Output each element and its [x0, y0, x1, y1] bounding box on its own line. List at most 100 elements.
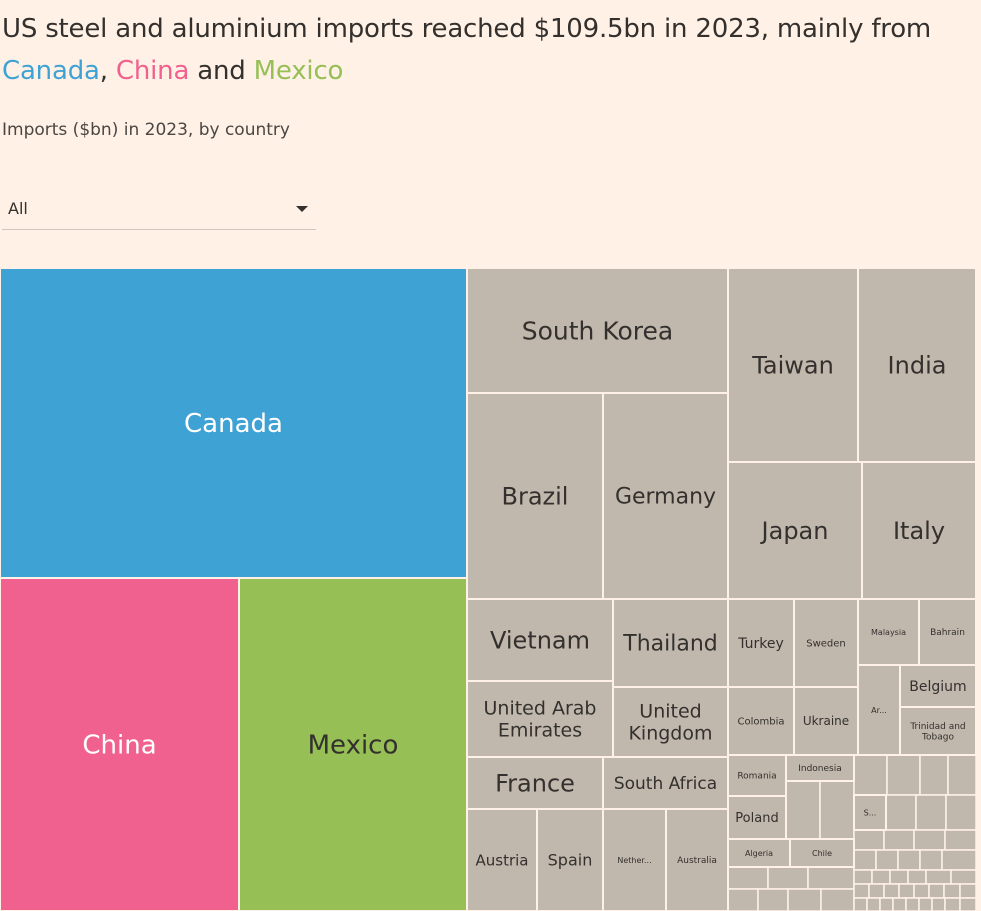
small-country-tile [918, 897, 933, 911]
small-country-tile [853, 897, 868, 911]
small-country-tile [866, 897, 881, 911]
tile-label-belgium: Belgium [909, 679, 966, 695]
tile-south-africa[interactable]: South Africa [602, 756, 729, 810]
tile-turkey[interactable]: Turkey [727, 598, 795, 688]
small-country-tile [950, 869, 976, 885]
tile-japan[interactable]: Japan [727, 461, 863, 600]
tile-vietnam[interactable]: Vietnam [466, 598, 614, 682]
tile-colombia[interactable]: Colombia [727, 686, 795, 756]
small-country-tile [897, 849, 921, 871]
tile-mexico[interactable]: Mexico [238, 577, 468, 911]
title-text: US steel and aluminium imports reached $… [2, 14, 932, 44]
tile-label-trinidad-and-tobago: Trinidad and [909, 722, 965, 732]
small-country-tile [925, 869, 952, 885]
small-country-tile [871, 869, 891, 885]
tile-rect-thailand [612, 598, 729, 688]
tile-indonesia[interactable]: Indonesia [785, 754, 855, 782]
tile-rect-south-korea [466, 268, 729, 394]
tile-label-sweden: Sweden [806, 639, 846, 650]
tile-rect-chile [789, 838, 855, 868]
small-country-tile [853, 883, 870, 899]
tile-ukraine[interactable]: Ukraine [793, 686, 859, 756]
small-country-tile [868, 883, 885, 899]
tile-canada[interactable]: Canada [0, 268, 468, 579]
tile-ar[interactable]: Ar... [857, 664, 901, 756]
tile-rect-vietnam [466, 598, 614, 682]
tile-label-malaysia: Malaysia [871, 628, 906, 637]
small-country-tile [889, 869, 909, 885]
tile-algeria[interactable]: Algeria [727, 838, 791, 868]
tile-china[interactable]: China [0, 577, 240, 911]
tile-thailand[interactable]: Thailand [612, 598, 729, 688]
tile-rect-algeria [727, 838, 791, 868]
tile-germany[interactable]: Germany [602, 392, 729, 600]
tile-brazil[interactable]: Brazil [466, 392, 604, 600]
tile-nether[interactable]: Nether... [602, 808, 667, 911]
tile-label-india: India [888, 351, 947, 379]
tile-label-ar: Ar... [871, 706, 887, 715]
tile-france[interactable]: France [466, 756, 604, 810]
tile-malaysia[interactable]: Malaysia [857, 598, 920, 666]
tile-label-chile: Chile [812, 849, 832, 858]
small-country-tile [820, 888, 855, 911]
tile-bahrain[interactable]: Bahrain [918, 598, 976, 666]
title-mexico: Mexico [253, 56, 344, 86]
tile-rect-turkey [727, 598, 795, 688]
small-country-tile [928, 883, 945, 899]
small-country-tile [883, 829, 915, 851]
tile-sweden[interactable]: Sweden [793, 598, 859, 688]
small-country-tile [853, 754, 888, 796]
small-country-tile [787, 888, 822, 911]
tile-romania[interactable]: Romania [727, 754, 787, 797]
tile-rect-indonesia [785, 754, 855, 782]
small-country-tile [879, 897, 894, 911]
tile-label-canada: Canada [184, 409, 283, 439]
tile-label-italy: Italy [893, 517, 945, 545]
small-country-tile [853, 829, 885, 851]
tile-rect-poland [727, 795, 787, 840]
tile-label-japan: Japan [760, 517, 829, 545]
small-country-tile [905, 897, 920, 911]
small-country-tile [959, 897, 976, 911]
small-country-tile [727, 866, 769, 890]
small-country-tile [886, 754, 921, 796]
tile-spain[interactable]: Spain [536, 808, 604, 911]
tile-rect-united-arab-emirates [466, 680, 614, 758]
tile-label-australia: Australia [677, 856, 717, 866]
tile-south-korea[interactable]: South Korea [466, 268, 729, 394]
small-country-tile [883, 883, 900, 899]
small-country-tile [959, 883, 976, 899]
country-filter-dropdown[interactable]: All [2, 192, 316, 230]
tile-label-germany: Germany [615, 485, 716, 510]
tile-label-s: S... [864, 808, 877, 817]
tile-label-trinidad-and-tobago: Tobago [921, 732, 954, 742]
tile-india[interactable]: India [857, 268, 976, 463]
tile-label-turkey: Turkey [737, 636, 784, 652]
small-country-tile [919, 754, 949, 796]
small-country-tile [853, 869, 873, 885]
tile-label-spain: Spain [548, 851, 593, 870]
small-country-tile [913, 829, 946, 851]
small-country-tile [785, 780, 821, 840]
tile-australia[interactable]: Australia [665, 808, 729, 911]
tile-label-thailand: Thailand [622, 632, 717, 657]
tile-rect-india [857, 268, 976, 463]
tile-label-indonesia: Indonesia [798, 764, 842, 774]
tile-s[interactable]: S... [853, 794, 887, 831]
tile-rect-china [0, 577, 240, 911]
tile-label-united-arab-emirates: United Arab [484, 698, 597, 720]
small-country-tile [944, 897, 961, 911]
tile-rect-france [466, 756, 604, 810]
small-country-tile [941, 849, 976, 871]
tile-taiwan[interactable]: Taiwan [727, 268, 859, 463]
small-country-tile [853, 849, 877, 871]
tile-rect-canada [0, 268, 468, 579]
tile-chile[interactable]: Chile [789, 838, 855, 868]
tile-austria[interactable]: Austria [466, 808, 538, 911]
tile-belgium[interactable]: Belgium [899, 664, 976, 708]
tile-poland[interactable]: Poland [727, 795, 787, 840]
tile-italy[interactable]: Italy [861, 461, 976, 600]
